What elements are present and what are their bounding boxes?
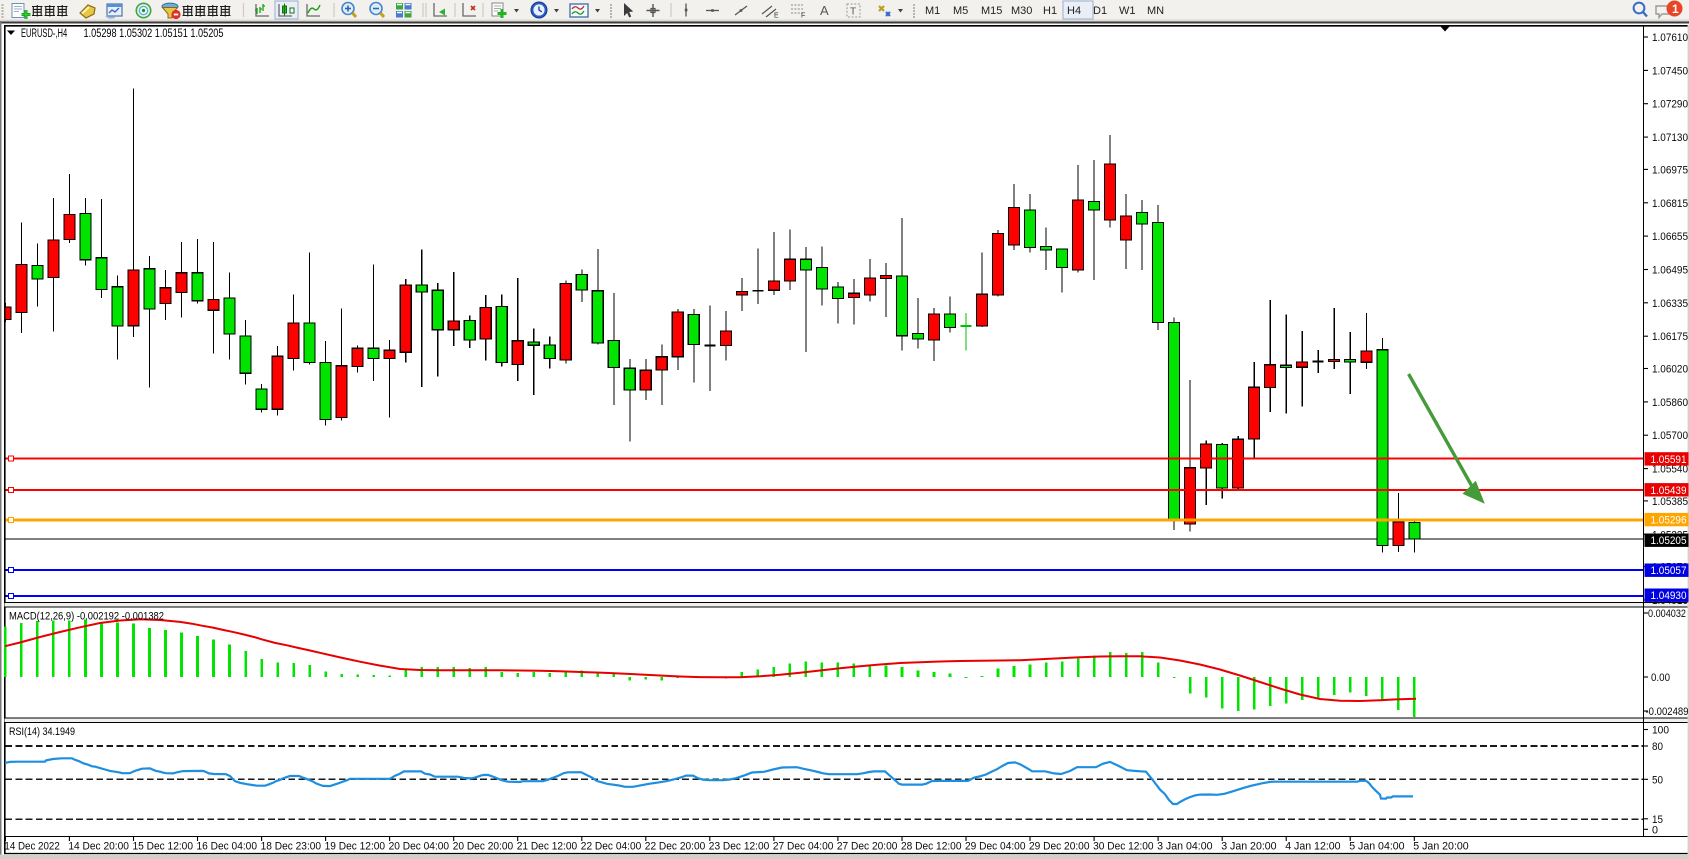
svg-text:1.05591: 1.05591 [1651,454,1687,466]
svg-text:21 Dec 12:00: 21 Dec 12:00 [517,841,578,853]
svg-text:100: 100 [1652,725,1669,737]
svg-text:3 Jan 04:00: 3 Jan 04:00 [1157,841,1212,853]
svg-text:MACD(12,26,9) -0.002192 -0.001: MACD(12,26,9) -0.002192 -0.001382 [9,611,164,623]
svg-text:0.004032: 0.004032 [1648,608,1686,620]
svg-text:1.07450: 1.07450 [1652,65,1688,77]
svg-text:1.07130: 1.07130 [1652,132,1688,144]
svg-text:W1: W1 [1119,5,1136,17]
svg-text:H4: H4 [1067,5,1081,17]
svg-text:1.05057: 1.05057 [1651,565,1687,577]
svg-text:22 Dec 04:00: 22 Dec 04:00 [581,841,642,853]
svg-text:19 Dec 12:00: 19 Dec 12:00 [325,841,386,853]
svg-text:14 Dec 20:00: 14 Dec 20:00 [68,841,128,853]
svg-text:22 Dec 20:00: 22 Dec 20:00 [645,841,706,853]
svg-text:0: 0 [1652,824,1658,836]
svg-text:1.05700: 1.05700 [1652,430,1688,442]
svg-text:M1: M1 [925,5,940,17]
svg-text:15: 15 [1652,814,1663,826]
svg-text:1.06335: 1.06335 [1652,298,1688,310]
svg-text:16 Dec 04:00: 16 Dec 04:00 [197,841,258,853]
svg-text:20 Dec 04:00: 20 Dec 04:00 [389,841,450,853]
svg-text:5 Jan 20:00: 5 Jan 20:00 [1413,841,1468,853]
svg-text:1.05298 1.05302 1.05151 1.0520: 1.05298 1.05302 1.05151 1.05205 [84,28,224,40]
svg-text:1: 1 [1672,2,1679,16]
svg-text:27 Dec 04:00: 27 Dec 04:00 [773,841,834,853]
svg-text:1.05296: 1.05296 [1651,515,1687,527]
svg-text:RSI(14) 34.1949: RSI(14) 34.1949 [9,726,75,738]
svg-text:20 Dec 20:00: 20 Dec 20:00 [453,841,514,853]
svg-text:3 Jan 20:00: 3 Jan 20:00 [1221,841,1276,853]
svg-text:EURUSD-,H4: EURUSD-,H4 [21,28,68,40]
svg-text:M30: M30 [1011,5,1032,17]
svg-text:1.06975: 1.06975 [1652,164,1688,176]
svg-text:14 Dec 2022: 14 Dec 2022 [4,841,59,853]
svg-text:1.04930: 1.04930 [1651,590,1687,602]
svg-text:29 Dec 20:00: 29 Dec 20:00 [1029,841,1090,853]
svg-text:1.05439: 1.05439 [1651,485,1687,497]
svg-text:-0.002489: -0.002489 [1646,706,1689,718]
svg-text:0.00: 0.00 [1651,672,1670,684]
svg-text:1.06495: 1.06495 [1652,265,1688,277]
svg-text:M15: M15 [981,5,1002,17]
svg-text:E: E [774,13,779,20]
svg-text:MN: MN [1147,5,1164,17]
svg-text:50: 50 [1652,774,1663,786]
svg-text:1.05540: 1.05540 [1652,464,1688,476]
svg-text:1.07290: 1.07290 [1652,99,1688,111]
svg-text:M5: M5 [953,5,968,17]
svg-text:4 Jan 12:00: 4 Jan 12:00 [1285,841,1340,853]
svg-text:1.05860: 1.05860 [1652,397,1688,409]
svg-text:80: 80 [1652,741,1663,753]
svg-text:27 Dec 20:00: 27 Dec 20:00 [837,841,898,853]
svg-text:1.06020: 1.06020 [1652,364,1688,376]
svg-text:23 Dec 12:00: 23 Dec 12:00 [709,841,770,853]
svg-text:29 Dec 04:00: 29 Dec 04:00 [965,841,1026,853]
svg-text:30 Dec 12:00: 30 Dec 12:00 [1093,841,1154,853]
svg-text:T: T [850,7,856,18]
svg-text:1.07610: 1.07610 [1652,32,1688,44]
svg-text:A: A [820,3,829,18]
svg-text:F: F [801,13,805,20]
svg-text:1.06655: 1.06655 [1652,231,1688,243]
svg-text:1.06175: 1.06175 [1652,331,1688,343]
svg-text:15 Dec 12:00: 15 Dec 12:00 [133,841,194,853]
svg-text:18 Dec 23:00: 18 Dec 23:00 [261,841,322,853]
svg-text:5 Jan 04:00: 5 Jan 04:00 [1349,841,1404,853]
svg-text:1.05385: 1.05385 [1652,496,1688,508]
svg-text:1.05205: 1.05205 [1651,535,1687,547]
svg-text:28 Dec 12:00: 28 Dec 12:00 [901,841,962,853]
svg-text:D1: D1 [1093,5,1107,17]
svg-text:H1: H1 [1043,5,1057,17]
svg-text:1.06815: 1.06815 [1652,198,1688,210]
